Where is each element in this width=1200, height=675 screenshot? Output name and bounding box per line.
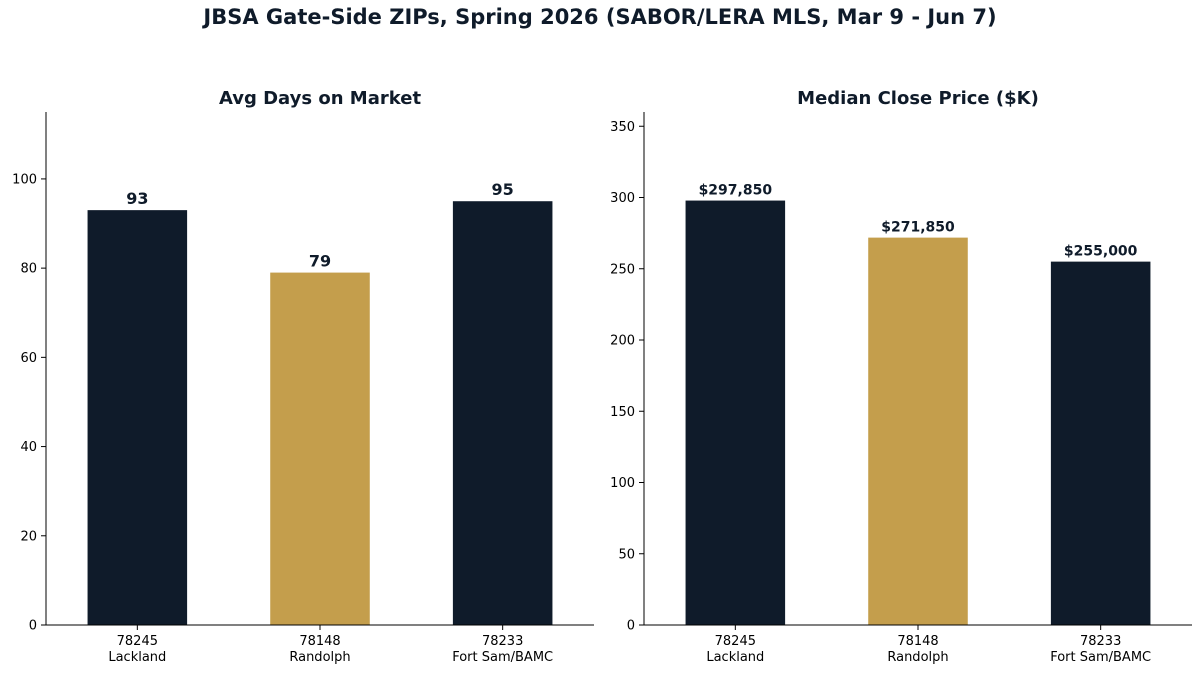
- x-tick-label: 78245: [117, 634, 158, 649]
- value-label-3: 95: [492, 180, 514, 199]
- x-tick-label: Lackland: [108, 650, 166, 665]
- y-tick-label: 350: [610, 120, 635, 135]
- x-tick-label: 78148: [299, 634, 340, 649]
- y-tick-label: 0: [29, 619, 37, 634]
- chart-title: Median Close Price ($K): [797, 88, 1039, 109]
- x-tick-label: Lackland: [706, 650, 764, 665]
- y-tick-label: 0: [627, 619, 635, 634]
- chart-panel-2: Median Close Price ($K) 0 50 100 150 200 250 30…: [610, 88, 1192, 665]
- x-tick-label: Randolph: [887, 650, 948, 665]
- value-label-3: $255,000: [1064, 244, 1138, 260]
- x-tick-label: Randolph: [289, 650, 350, 665]
- x-tick-label: Fort Sam/BAMC: [452, 650, 553, 665]
- bar-2: [868, 237, 968, 625]
- value-label-1: 93: [126, 189, 148, 208]
- y-tick-label: 250: [610, 262, 635, 277]
- y-tick-label: 60: [20, 351, 37, 366]
- value-label-1: $297,850: [699, 183, 773, 199]
- x-tick-label: 78233: [1080, 634, 1121, 649]
- bar-1: [87, 210, 188, 625]
- y-tick-label: 150: [610, 405, 635, 420]
- y-tick-label: 300: [610, 191, 635, 206]
- x-tick-label: 78148: [897, 634, 938, 649]
- chart-panel-1: Avg Days on Market 0 20 40 60 80 100 93 78245Lac…: [12, 88, 594, 665]
- y-tick-label: 200: [610, 334, 635, 349]
- bar-1: [685, 200, 786, 625]
- x-tick-label: 78245: [715, 634, 756, 649]
- value-label-2: $271,850: [881, 220, 955, 236]
- x-tick-label: 78233: [482, 634, 523, 649]
- y-tick-label: 50: [618, 547, 635, 562]
- bar-2: [270, 272, 370, 625]
- value-label-2: 79: [309, 252, 331, 271]
- y-tick-label: 40: [20, 440, 37, 455]
- x-tick-label: Fort Sam/BAMC: [1050, 650, 1151, 665]
- chart-title: Avg Days on Market: [219, 88, 422, 109]
- y-tick-label: 80: [20, 262, 37, 277]
- y-tick-label: 100: [610, 476, 635, 491]
- y-tick-label: 100: [12, 172, 37, 187]
- y-tick-label: 20: [20, 529, 37, 544]
- bar-3: [452, 201, 553, 625]
- figure-title: JBSA Gate-Side ZIPs, Spring 2026 (SABOR/…: [203, 5, 997, 29]
- bar-3: [1050, 261, 1151, 625]
